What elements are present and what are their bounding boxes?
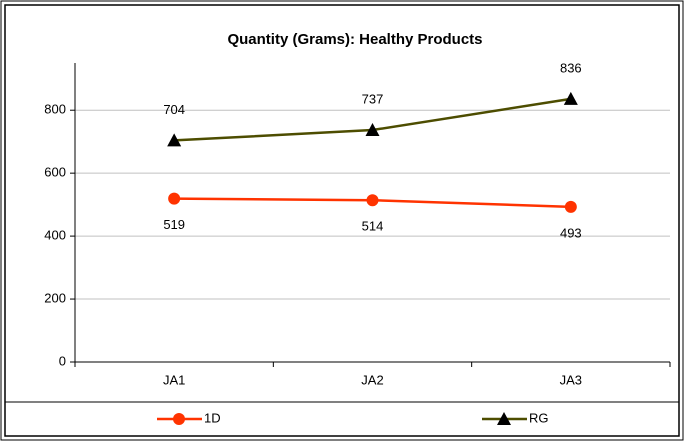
data-label: 704	[163, 102, 185, 117]
data-label: 493	[560, 225, 582, 240]
marker	[167, 133, 182, 147]
y-tick-label: 0	[59, 353, 66, 368]
y-tick-label: 600	[44, 165, 66, 180]
y-tick-label: 200	[44, 290, 66, 305]
marker	[563, 91, 578, 105]
chart-frame	[4, 4, 680, 437]
data-label: 519	[163, 217, 185, 232]
marker	[366, 194, 379, 207]
legend-label: RG	[529, 410, 549, 425]
data-label: 836	[560, 60, 582, 75]
marker	[564, 200, 577, 213]
data-label: 514	[362, 219, 384, 234]
marker	[497, 412, 511, 425]
marker	[365, 123, 380, 137]
marker	[173, 413, 185, 425]
chart-title: Quantity (Grams): Healthy Products	[227, 31, 482, 48]
marker	[168, 192, 181, 205]
x-tick-label: JA3	[560, 372, 582, 387]
x-tick-label: JA1	[163, 372, 185, 387]
legend-label: 1D	[204, 410, 221, 425]
y-tick-label: 400	[44, 228, 66, 243]
y-tick-label: 800	[44, 102, 66, 117]
data-label: 737	[362, 91, 384, 106]
x-tick-label: JA2	[361, 372, 383, 387]
